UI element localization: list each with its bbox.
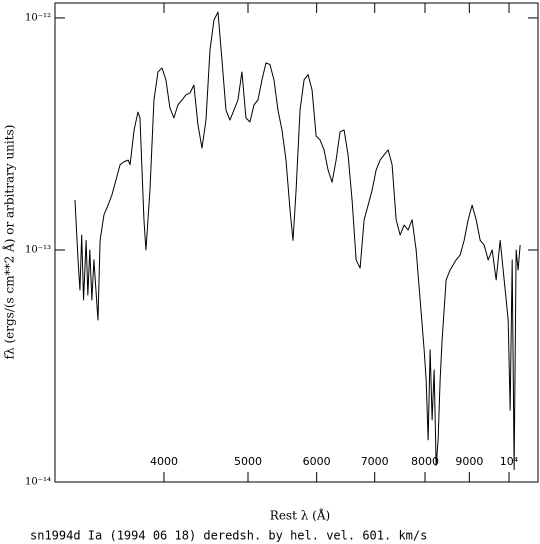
x-axis-label: Rest λ (Å) [270, 508, 330, 523]
x-tick-label: 5000 [234, 455, 262, 468]
y-tick-label: 10⁻¹³ [25, 244, 51, 255]
x-tick-label: 10⁴ [500, 455, 519, 468]
caption: sn1994d Ia (1994 06 18) deredsh. by hel.… [30, 529, 427, 543]
y-tick-label: 10⁻¹² [25, 12, 51, 23]
x-tick-label: 9000 [455, 455, 483, 468]
y-axis-label: fλ (ergs/(s cm**2 Å) or arbitrary units) [2, 125, 17, 360]
spectrum-line [74, 11, 521, 471]
x-tick-label: 4000 [150, 455, 178, 468]
x-tick-label: 8000 [411, 455, 439, 468]
x-tick-label: 6000 [303, 455, 331, 468]
plot-frame [54, 2, 539, 483]
x-tick-label: 7000 [361, 455, 389, 468]
y-tick-label: 10⁻¹⁴ [25, 477, 51, 488]
